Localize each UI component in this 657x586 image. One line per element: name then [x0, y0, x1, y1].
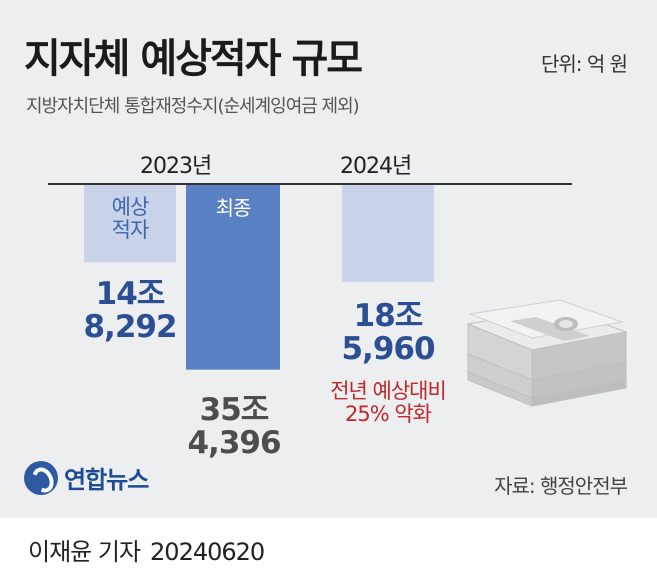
- yonhap-logo-text: 연합뉴스: [64, 466, 149, 494]
- chart-title: 지자체 예상적자 규모: [24, 36, 363, 82]
- bar-forecast-2023년: [84, 185, 176, 263]
- credit-line: 이재윤 기자 20240620: [28, 532, 265, 567]
- annotation-worsened: 전년 예상대비 25% 악화: [330, 379, 447, 426]
- bar-label-final: 최종: [215, 196, 252, 220]
- unit-label: 단위: 억 원: [540, 52, 628, 76]
- yonhap-logo: 연합뉴스: [24, 460, 149, 495]
- source-label: 자료: 행정안전부: [494, 474, 628, 498]
- value-label-2023-forecast: 14조 8,292: [83, 276, 177, 346]
- yonhap-logo-icon: [24, 460, 58, 495]
- value-label-2023-final: 35조 4,396: [187, 392, 281, 462]
- money-stack-icon: [466, 299, 628, 407]
- value-label-2024-forecast: 18조 5,960: [341, 298, 435, 368]
- bar-label-forecast: 예상 적자: [111, 195, 150, 242]
- credit-date: 20240620: [150, 538, 265, 566]
- bar-forecast-2024년: [342, 185, 434, 282]
- year-label-2023: 2023년: [140, 154, 212, 179]
- bar-final-2023년: [186, 185, 280, 370]
- year-label-2024: 2024년: [340, 154, 412, 179]
- credit-author: 이재윤 기자: [28, 538, 141, 566]
- chart-subtitle: 지방자치단체 통합재정수지(순세계잉여금 제외): [26, 96, 360, 117]
- bar-chart: [48, 183, 572, 370]
